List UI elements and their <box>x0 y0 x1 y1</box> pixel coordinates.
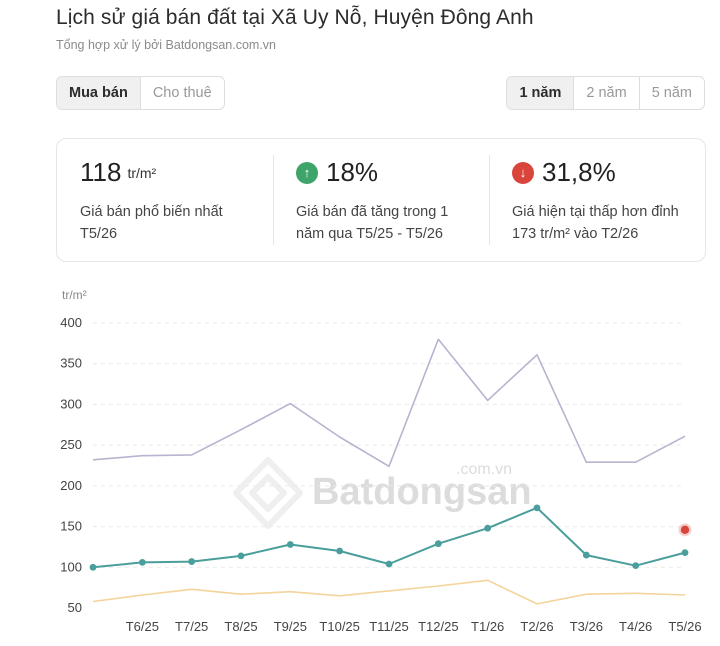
x-tick-label: T4/26 <box>619 619 652 634</box>
series-line-2 <box>92 506 686 569</box>
tab-buy[interactable]: Mua bán <box>57 77 140 109</box>
y-tick-label: 250 <box>60 437 82 452</box>
y-tick-label: 350 <box>60 356 82 371</box>
range-1-year[interactable]: 1 năm <box>507 77 574 109</box>
y-tick-label: 100 <box>60 559 82 574</box>
stat-common-price-value: 118 tr/m² <box>80 157 156 188</box>
data-point[interactable] <box>434 540 442 548</box>
x-tick-label: T12/25 <box>418 619 458 634</box>
x-tick-label: T5/26 <box>668 619 701 634</box>
range-5-years[interactable]: 5 năm <box>638 77 704 109</box>
data-point[interactable] <box>484 524 492 532</box>
data-point[interactable] <box>138 559 146 566</box>
stat-below-peak: ↓ 31,8% Giá hiện tại thấp hơn đỉnh 173 t… <box>512 139 702 261</box>
page-title: Lịch sử giá bán đất tại Xã Uy Nỗ, Huyện … <box>56 6 534 29</box>
data-point[interactable] <box>89 563 97 571</box>
data-point[interactable] <box>681 549 689 557</box>
data-point[interactable] <box>237 552 245 560</box>
data-point[interactable] <box>336 547 344 555</box>
data-point[interactable] <box>286 541 294 548</box>
price-history-chart: Batdongsan .com.vn tr/m² 50 100 150 200 250 3… <box>60 288 701 634</box>
stat-price-increase: ↑ 18% Giá bán đã tăng trong 1 năm qua T5… <box>296 139 486 261</box>
data-point[interactable] <box>188 558 196 565</box>
page-subtitle: Tổng hợp xử lý bởi Batdongsan.com.vn <box>56 38 277 52</box>
stats-divider <box>273 155 274 245</box>
arrow-up-icon: ↑ <box>296 161 318 184</box>
data-point[interactable] <box>582 551 590 559</box>
y-tick-label: 50 <box>68 600 82 615</box>
y-tick-label: 300 <box>60 396 82 411</box>
y-axis-unit-label: tr/m² <box>62 288 87 302</box>
x-tick-label: T2/26 <box>520 619 553 634</box>
x-tick-label: T3/26 <box>570 619 603 634</box>
watermark-logo <box>233 457 303 529</box>
data-point[interactable] <box>385 560 393 568</box>
series-line-1 <box>92 338 686 468</box>
x-tick-label: T1/26 <box>471 619 504 634</box>
transaction-type-toggle: Mua bán Cho thuê <box>56 76 225 110</box>
stat-price-increase-value: ↑ 18% <box>296 157 378 188</box>
stats-divider <box>489 155 490 245</box>
y-tick-label: 200 <box>60 478 82 493</box>
stat-below-peak-desc: Giá hiện tại thấp hơn đỉnh 173 tr/m² vào… <box>512 204 679 242</box>
common-price-unit: tr/m² <box>127 164 157 181</box>
data-point[interactable] <box>533 504 541 512</box>
stat-price-increase-desc: Giá bán đã tăng trong 1 năm qua T5/25 - … <box>296 204 449 242</box>
x-tick-label: T6/25 <box>126 619 159 634</box>
below-peak-number: 31,8% <box>542 157 616 187</box>
common-price-number: 118 <box>80 157 122 187</box>
x-tick-label: T11/25 <box>369 619 409 634</box>
watermark-domain: .com.vn <box>456 461 512 478</box>
series-line-3 <box>92 579 686 605</box>
stats-card: 118 tr/m² Giá bán phổ biến nhất T5/26 ↑ … <box>56 138 706 262</box>
watermark-text: Batdongsan <box>312 471 532 513</box>
time-range-toggle: 1 năm 2 năm 5 năm <box>506 76 705 110</box>
arrow-down-icon: ↓ <box>512 161 534 184</box>
price-increase-number: 18% <box>326 157 379 187</box>
stat-common-price: 118 tr/m² Giá bán phổ biến nhất T5/26 <box>80 139 270 261</box>
y-tick-label: 400 <box>60 315 82 330</box>
stat-common-price-desc: Giá bán phổ biến nhất T5/26 <box>80 204 223 242</box>
stat-below-peak-value: ↓ 31,8% <box>512 157 616 188</box>
highlight-point[interactable] <box>680 525 690 535</box>
x-tick-label: T7/25 <box>175 619 208 634</box>
x-tick-label: T10/25 <box>319 619 359 634</box>
tab-rent[interactable]: Cho thuê <box>139 77 224 109</box>
y-tick-label: 150 <box>60 519 82 534</box>
x-tick-label: T9/25 <box>274 619 307 634</box>
range-2-years[interactable]: 2 năm <box>573 77 638 109</box>
data-point[interactable] <box>632 562 640 570</box>
x-tick-label: T8/25 <box>224 619 257 634</box>
